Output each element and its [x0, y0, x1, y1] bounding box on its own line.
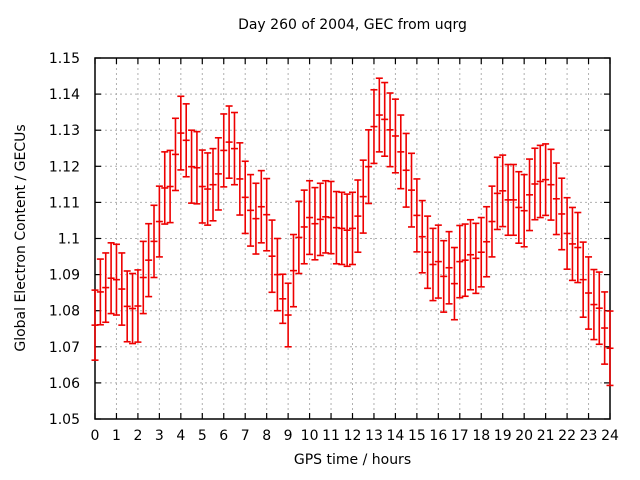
- svg-text:1.13: 1.13: [49, 123, 80, 139]
- svg-text:16: 16: [429, 428, 447, 444]
- svg-text:1.12: 1.12: [49, 159, 80, 175]
- chart-title: Day 260 of 2004, GEC from uqrg: [238, 17, 467, 33]
- svg-text:3: 3: [155, 428, 164, 444]
- svg-text:2: 2: [133, 428, 142, 444]
- svg-text:11: 11: [322, 428, 340, 444]
- svg-text:23: 23: [580, 428, 598, 444]
- svg-text:15: 15: [408, 428, 426, 444]
- svg-text:21: 21: [537, 428, 555, 444]
- svg-text:7: 7: [241, 428, 250, 444]
- svg-text:1.07: 1.07: [49, 340, 80, 356]
- svg-text:20: 20: [515, 428, 533, 444]
- error-bars-series: [91, 77, 614, 387]
- axes: [94, 57, 611, 420]
- svg-text:8: 8: [262, 428, 271, 444]
- svg-text:6: 6: [219, 428, 228, 444]
- svg-text:12: 12: [344, 428, 362, 444]
- svg-text:1.09: 1.09: [49, 268, 80, 284]
- svg-text:4: 4: [176, 428, 185, 444]
- svg-text:1: 1: [112, 428, 121, 444]
- svg-text:17: 17: [451, 428, 469, 444]
- svg-text:1.05: 1.05: [49, 412, 80, 428]
- svg-text:24: 24: [601, 428, 619, 444]
- svg-text:19: 19: [494, 428, 512, 444]
- x-axis-label: GPS time / hours: [293, 452, 412, 468]
- svg-text:1.15: 1.15: [49, 51, 80, 67]
- svg-text:13: 13: [365, 428, 383, 444]
- svg-text:1.06: 1.06: [49, 376, 80, 392]
- svg-text:14: 14: [387, 428, 405, 444]
- x-tick-labels: 0 1 2 3 4 5 6 7 8 9 10 11 12 13 14 15 16 17 18 19 20 21 22 23 24: [91, 428, 619, 444]
- svg-text:5: 5: [198, 428, 207, 444]
- svg-text:18: 18: [472, 428, 490, 444]
- svg-text:10: 10: [301, 428, 319, 444]
- y-tick-labels: 1.05 1.06 1.07 1.08 1.09 1.1 1.11 1.12 1.13 1.14 1…: [49, 51, 80, 428]
- svg-text:1.1: 1.1: [58, 232, 80, 248]
- svg-text:1.08: 1.08: [49, 304, 80, 320]
- svg-text:9: 9: [284, 428, 293, 444]
- svg-text:22: 22: [558, 428, 576, 444]
- y-axis-label: Global Electron Content / GECUs: [13, 124, 29, 352]
- svg-text:0: 0: [91, 428, 100, 444]
- svg-text:1.14: 1.14: [49, 87, 80, 103]
- svg-text:1.11: 1.11: [49, 195, 80, 211]
